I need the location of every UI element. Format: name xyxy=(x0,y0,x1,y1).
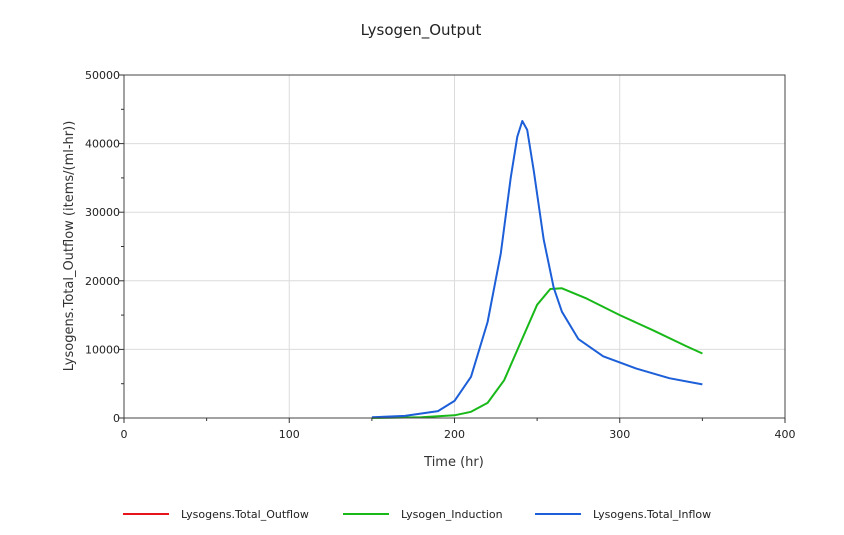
y-tick-label: 30000 xyxy=(85,206,120,219)
series-line xyxy=(371,287,703,419)
x-tick-label: 300 xyxy=(609,428,630,441)
series-line xyxy=(371,120,703,419)
x-tick-label: 0 xyxy=(121,428,128,441)
legend-label: Lysogen_Induction xyxy=(401,508,503,521)
y-tick-label: 10000 xyxy=(85,343,120,356)
y-tick-label: 0 xyxy=(113,412,120,425)
y-tick-label: 40000 xyxy=(85,138,120,151)
x-axis-label: Time (hr) xyxy=(423,455,484,470)
x-tick-label: 400 xyxy=(775,428,796,441)
y-axis-label: Lysogens.Total_Outflow (items/(ml-hr)) xyxy=(62,121,77,372)
legend: Lysogens.Total_Outflow Lysogen_Induction L… xyxy=(123,508,711,521)
x-tick-label: 200 xyxy=(444,428,465,441)
axis-ticks: 0 100 200 300 400 0 10000 20000 30000 40000 50000 xyxy=(85,69,796,441)
y-tick-label: 50000 xyxy=(85,69,120,82)
legend-label: Lysogens.Total_Outflow xyxy=(181,508,309,521)
x-tick-label: 100 xyxy=(279,428,300,441)
y-tick-label: 20000 xyxy=(85,275,120,288)
series-lines xyxy=(371,120,703,419)
chart-title: Lysogen_Output xyxy=(361,21,482,40)
legend-label: Lysogens.Total_Inflow xyxy=(593,508,711,521)
grid xyxy=(124,75,785,418)
